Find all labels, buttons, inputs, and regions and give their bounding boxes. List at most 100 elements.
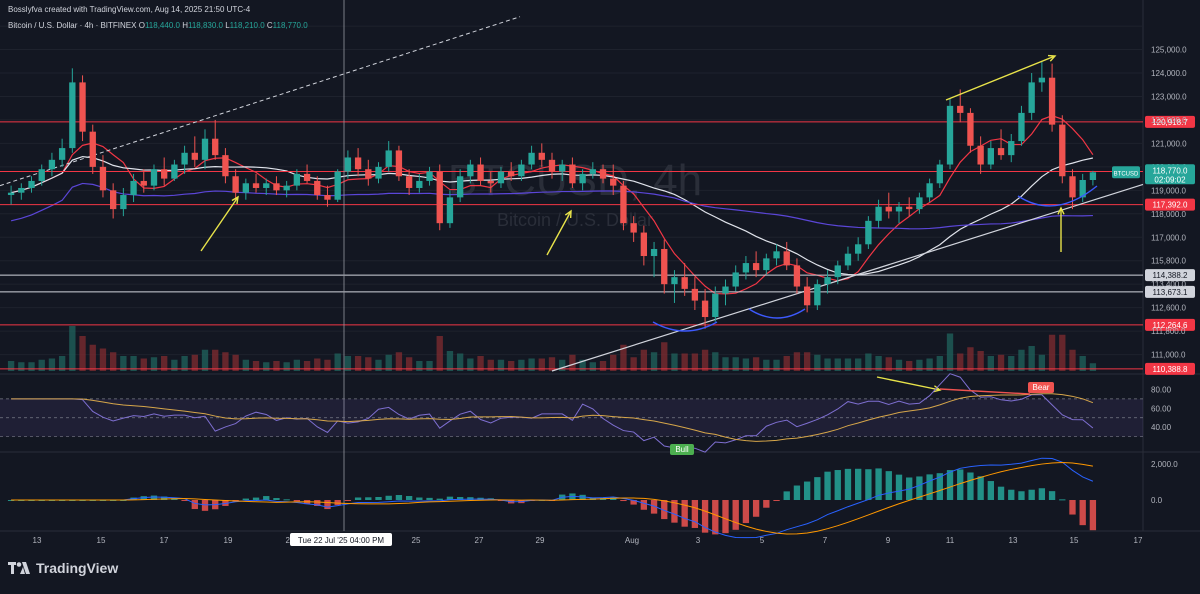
volume-bar <box>579 359 586 371</box>
candle-body <box>1008 141 1015 156</box>
time-axis-tick: 17 <box>1134 536 1143 545</box>
candle-body <box>1079 180 1086 198</box>
price-axis-tick: 112,600.0 <box>1151 304 1187 313</box>
candle-body <box>38 169 45 181</box>
volume-bar <box>497 359 505 371</box>
macd-histogram-bar <box>824 471 831 500</box>
volume-bar <box>487 359 494 371</box>
symbol-tag <box>1112 166 1140 179</box>
candle-body <box>834 265 841 278</box>
candle-body <box>140 180 147 186</box>
volume-bar <box>824 358 831 371</box>
author-caption: Bosslyfva created with TradingView.com, … <box>8 5 251 14</box>
macd-histogram-bar <box>191 500 198 510</box>
macd-histogram-bar <box>324 500 331 510</box>
macd-histogram-bar <box>814 477 821 500</box>
low-value: 118,210.0 <box>229 21 265 30</box>
volume-bar <box>875 356 882 371</box>
price-axis-tick: 121,000.0 <box>1151 139 1187 148</box>
ascending-trendline <box>551 183 1144 372</box>
price-axis-tick: 113,400.0 <box>1151 280 1187 289</box>
symbol-title: Bitcoin / U.S. Dollar · 4h · BITFINEX <box>8 21 137 30</box>
volume-bar <box>324 359 331 371</box>
volume-bar <box>344 356 352 371</box>
macd-histogram-bar <box>855 468 862 500</box>
volume-bar <box>69 326 76 371</box>
volume-bar <box>426 361 433 371</box>
volume-bar <box>222 352 229 371</box>
candle-body <box>416 180 423 188</box>
volume-bar <box>354 356 362 371</box>
volume-bar <box>977 351 984 371</box>
candle-body <box>79 82 86 132</box>
brand-name: TradingView <box>36 560 119 576</box>
candle-body <box>803 286 811 306</box>
volume-bar <box>477 356 484 371</box>
volume-bar <box>212 349 219 371</box>
candle-body <box>242 183 249 193</box>
macd-histogram-bar <box>630 500 637 505</box>
volume-bar <box>263 362 270 371</box>
candle-body <box>508 171 515 177</box>
candle-body <box>814 284 821 306</box>
candle-body <box>232 176 239 193</box>
candle-body <box>589 169 596 174</box>
macd-histogram-bar <box>201 500 209 511</box>
candle-body <box>967 112 974 146</box>
candle-body <box>671 277 678 285</box>
volume-bar <box>48 358 56 371</box>
bar-countdown: 02:09:02 <box>1154 175 1186 184</box>
volume-bar <box>120 356 127 371</box>
macd-histogram-bar <box>263 496 270 500</box>
last-price-tag <box>1145 164 1195 185</box>
macd-histogram-bar <box>579 494 586 500</box>
candle-body <box>936 164 943 184</box>
candle-body <box>1059 124 1066 177</box>
macd-histogram-bar <box>722 500 729 534</box>
candle-body <box>1028 82 1035 113</box>
volume-bar <box>140 358 147 371</box>
signal-line <box>11 461 1093 535</box>
macd-histogram-bar <box>354 497 362 500</box>
volume-bar <box>518 359 525 371</box>
candle-body <box>691 288 699 301</box>
low-label: L <box>225 21 230 30</box>
macd-histogram-bar <box>885 471 892 500</box>
candle-body <box>926 183 933 198</box>
candle-body <box>997 148 1005 156</box>
annotation-arrowhead <box>1057 206 1065 215</box>
tradingview-brand[interactable]: TradingView <box>8 560 118 576</box>
volume-bar <box>150 357 158 371</box>
annotation-arrowhead <box>231 195 239 205</box>
candle-body <box>426 171 433 181</box>
macd-histogram-bar <box>803 481 811 500</box>
time-axis-tick: 25 <box>412 536 421 545</box>
candle-body <box>732 272 739 287</box>
macd-histogram-bar <box>395 495 403 500</box>
candle-body <box>18 187 25 193</box>
macd-histogram-bar <box>732 500 739 530</box>
candle-body <box>916 197 923 210</box>
rsi-axis-tick: 60.00 <box>1151 404 1172 413</box>
macd-histogram-bar <box>1018 491 1025 500</box>
candle-body <box>1089 172 1097 181</box>
candle-body <box>161 169 168 179</box>
candle-body <box>865 220 872 245</box>
volume-bar <box>334 353 341 371</box>
candle-body <box>763 258 770 271</box>
volume-bar <box>885 357 892 371</box>
macd-histogram-bar <box>844 468 852 500</box>
candle-body <box>120 195 127 210</box>
volume-bar <box>1028 346 1035 371</box>
candle-body <box>885 206 892 212</box>
volume-bar <box>650 352 658 371</box>
volume-bar <box>763 359 770 371</box>
candle-body <box>987 148 995 165</box>
level-price-tag <box>1145 285 1195 298</box>
candle-body <box>344 157 352 172</box>
candle-body <box>712 293 719 318</box>
candle-body <box>783 251 790 266</box>
candle-body <box>620 185 627 224</box>
